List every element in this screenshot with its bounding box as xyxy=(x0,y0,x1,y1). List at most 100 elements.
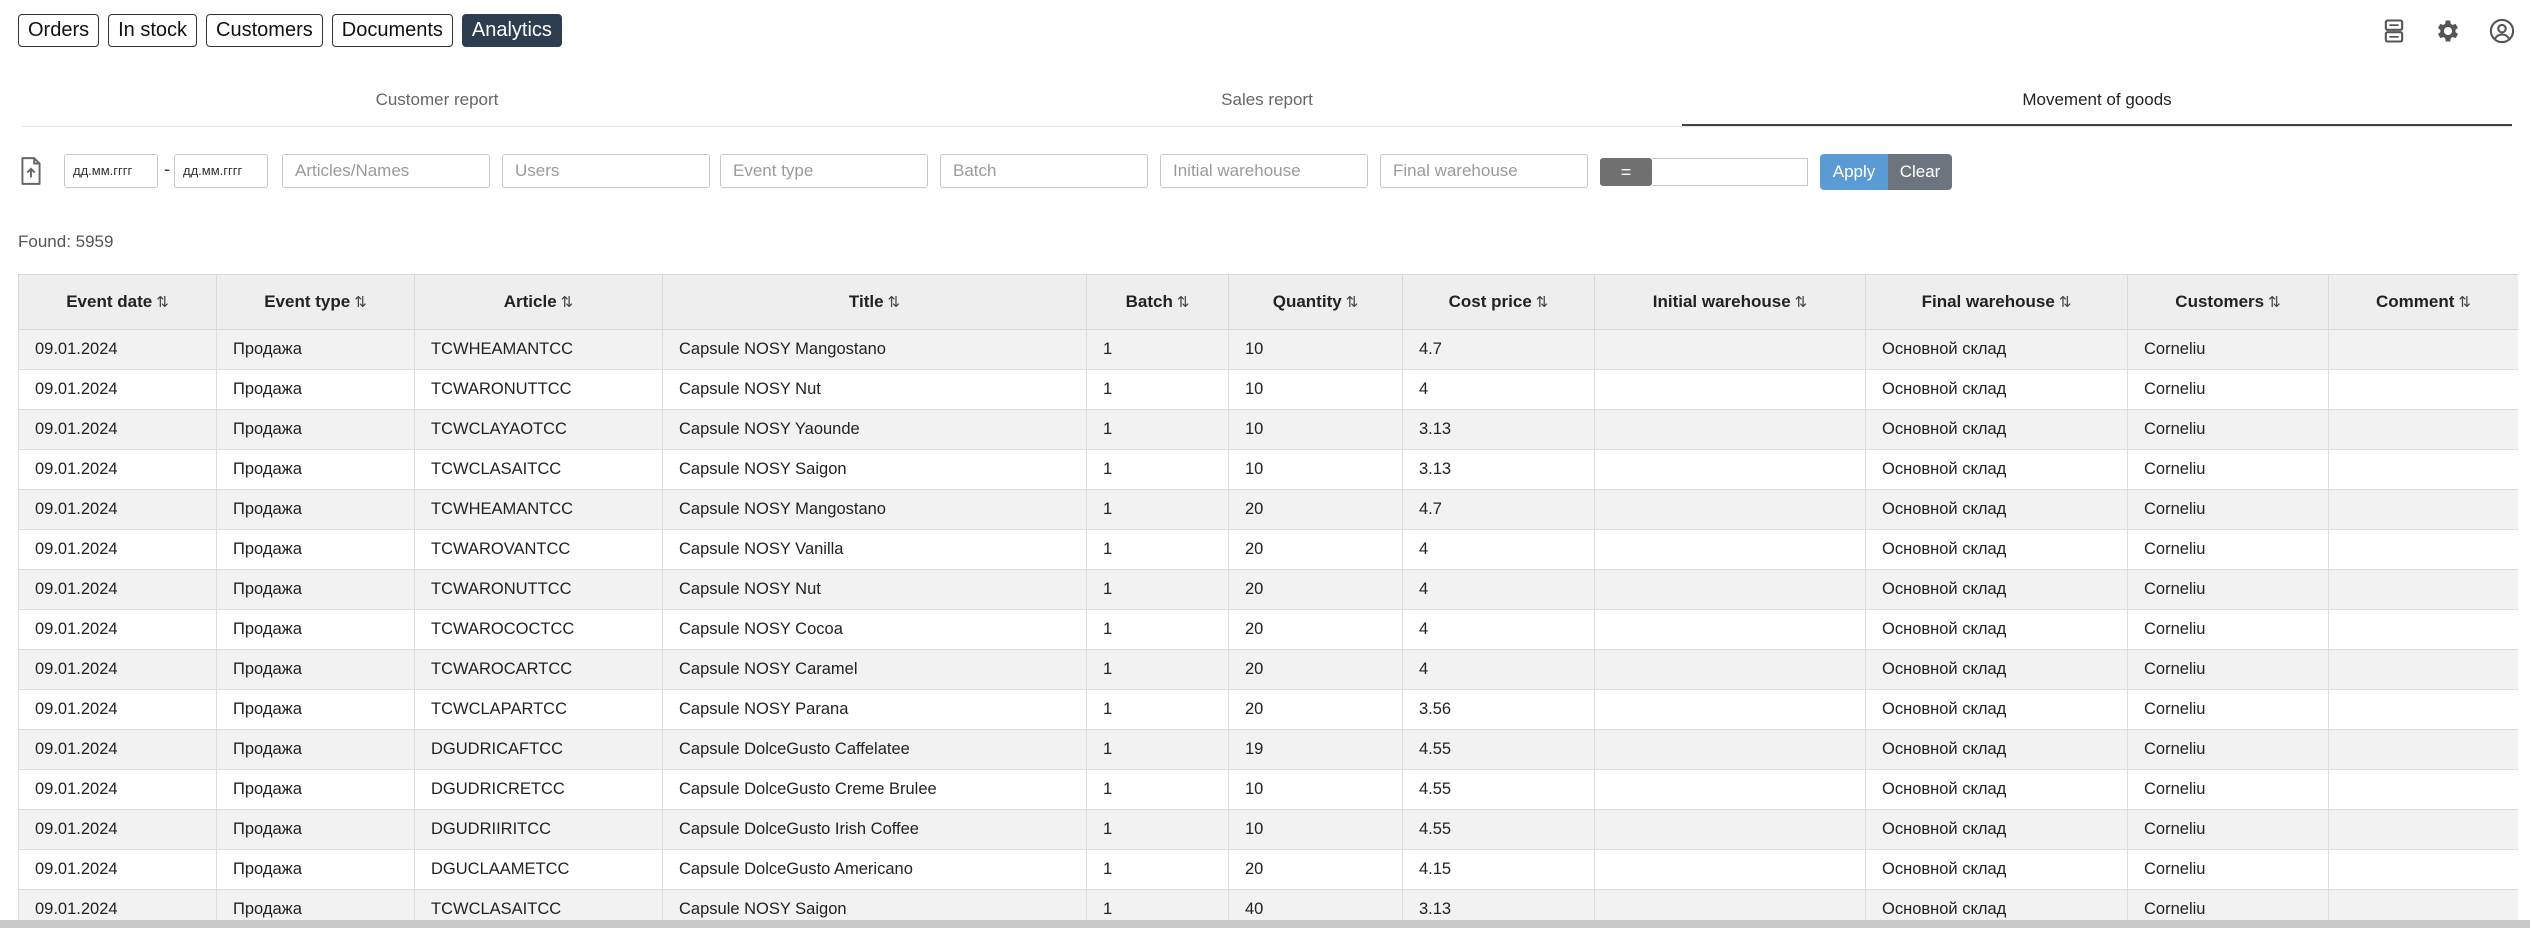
column-header-label: Article xyxy=(503,292,557,311)
table-row[interactable]: 09.01.2024 Продажа TCWCLASAITCC Capsule NOS… xyxy=(18,889,2518,924)
table-cell: 09.01.2024 xyxy=(18,569,217,610)
table-row[interactable]: 09.01.2024 Продажа DGUDRIIRITCC Capsule Dol… xyxy=(18,809,2518,850)
sort-icon[interactable]: ⇅ xyxy=(887,294,901,311)
horizontal-scrollbar[interactable] xyxy=(0,920,2530,928)
clear-button[interactable]: Clear xyxy=(1888,154,1952,190)
date-to-input[interactable]: дд.мм.гггг xyxy=(174,154,268,188)
table-row[interactable]: 09.01.2024 Продажа TCWHEAMANTCC Capsule NOS… xyxy=(18,489,2518,530)
sort-icon[interactable]: ⇅ xyxy=(1345,294,1359,311)
table-cell: 10 xyxy=(1228,369,1403,410)
table-cell: 09.01.2024 xyxy=(18,529,217,570)
table-cell xyxy=(1594,569,1866,610)
initial-warehouse-input[interactable] xyxy=(1160,154,1368,188)
table-cell: 20 xyxy=(1228,489,1403,530)
tab-movement-of-goods[interactable]: Movement of goods xyxy=(1682,84,2512,126)
table-cell: Основной склад xyxy=(1865,489,2128,530)
table-cell: 1 xyxy=(1086,489,1229,530)
sort-icon[interactable]: ⇅ xyxy=(2058,294,2072,311)
apply-button[interactable]: Apply xyxy=(1820,154,1888,190)
final-warehouse-input[interactable] xyxy=(1380,154,1588,188)
file-export-icon[interactable] xyxy=(18,156,44,186)
table-row[interactable]: 09.01.2024 Продажа TCWCLASAITCC Capsule NOS… xyxy=(18,449,2518,490)
column-header[interactable]: Initial warehouse ⇅ xyxy=(1594,274,1866,330)
server-icon[interactable] xyxy=(2380,17,2408,45)
nav-documents-button[interactable]: Documents xyxy=(331,14,453,47)
table-cell xyxy=(1594,769,1866,810)
nav-orders-button[interactable]: Orders xyxy=(18,14,100,47)
table-row[interactable]: 09.01.2024 Продажа DGUDRICRETCC Capsule Dol… xyxy=(18,769,2518,810)
table-cell: Основной склад xyxy=(1865,729,2128,770)
table-cell xyxy=(2328,849,2518,890)
table-cell: Основной склад xyxy=(1865,809,2128,850)
sort-icon[interactable]: ⇅ xyxy=(156,294,169,311)
nav-in-stock-button[interactable]: In stock xyxy=(108,14,198,47)
sort-icon[interactable]: ⇅ xyxy=(354,294,367,311)
gear-icon[interactable] xyxy=(2434,17,2462,45)
table-cell: Corneliu xyxy=(2127,409,2329,450)
table-cell: TCWCLASAITCC xyxy=(414,449,663,490)
column-header[interactable]: Final warehouse ⇅ xyxy=(1865,274,2128,330)
table-cell: 1 xyxy=(1086,329,1229,370)
table-cell: 09.01.2024 xyxy=(18,809,217,850)
table-cell: Продажа xyxy=(216,689,415,730)
found-count: Found: 5959 xyxy=(18,232,114,251)
table-row[interactable]: 09.01.2024 Продажа TCWAROCARTCC Capsule NOS… xyxy=(18,649,2518,690)
sort-icon[interactable]: ⇅ xyxy=(560,294,574,311)
table-cell: Продажа xyxy=(216,529,415,570)
nav-customers-button[interactable]: Customers xyxy=(206,14,323,47)
table-cell: Продажа xyxy=(216,369,415,410)
table-row[interactable]: 09.01.2024 Продажа TCWAROCOCTCC Capsule NOS… xyxy=(18,609,2518,650)
column-header[interactable]: Customers ⇅ xyxy=(2127,274,2329,330)
user-circle-icon[interactable] xyxy=(2488,17,2516,45)
table-cell: Продажа xyxy=(216,809,415,850)
table-row[interactable]: 09.01.2024 Продажа TCWHEAMANTCC Capsule NOS… xyxy=(18,329,2518,370)
table-row[interactable]: 09.01.2024 Продажа TCWAROVANTCC Capsule NOS… xyxy=(18,529,2518,570)
top-nav: Orders In stock Customers Documents Anal… xyxy=(18,14,562,47)
table-cell: Основной склад xyxy=(1865,609,2128,650)
table-cell xyxy=(1594,529,1866,570)
nav-analytics-button[interactable]: Analytics xyxy=(461,14,562,47)
table-cell: 09.01.2024 xyxy=(18,489,217,530)
column-header-label: Comment xyxy=(2376,292,2455,311)
table-cell: 1 xyxy=(1086,889,1229,924)
column-header[interactable]: Quantity ⇅ xyxy=(1228,274,1403,330)
table-row[interactable]: 09.01.2024 Продажа TCWARONUTTCC Capsule NOS… xyxy=(18,569,2518,610)
batch-input[interactable] xyxy=(940,154,1148,188)
table-cell: 3.13 xyxy=(1402,449,1595,490)
table-row[interactable]: 09.01.2024 Продажа TCWCLAYAOTCC Capsule NOS… xyxy=(18,409,2518,450)
table-row[interactable]: 09.01.2024 Продажа DGUDRICAFTCC Capsule Dol… xyxy=(18,729,2518,770)
table-cell xyxy=(1594,689,1866,730)
sort-icon[interactable]: ⇅ xyxy=(1176,294,1190,311)
table-row[interactable]: 09.01.2024 Продажа TCWCLAPARTCC Capsule NOS… xyxy=(18,689,2518,730)
table-cell: Capsule DolceGusto Creme Brulee xyxy=(662,769,1087,810)
column-header[interactable]: Batch ⇅ xyxy=(1086,274,1229,330)
tab-sales-report[interactable]: Sales report xyxy=(1221,90,1313,109)
sort-icon[interactable]: ⇅ xyxy=(1794,294,1808,311)
table-row[interactable]: 09.01.2024 Продажа DGUCLAAMETCC Capsule Dol… xyxy=(18,849,2518,890)
table-cell: Capsule NOSY Yaounde xyxy=(662,409,1087,450)
movement-table: Event date ⇅ Event type ⇅ Article ⇅ Title ⇅ Batc… xyxy=(18,274,2518,924)
date-from-input[interactable]: дд.мм.гггг xyxy=(64,154,158,188)
table-cell: 4 xyxy=(1402,529,1595,570)
table-row[interactable]: 09.01.2024 Продажа TCWARONUTTCC Capsule NOS… xyxy=(18,369,2518,410)
sort-icon[interactable]: ⇅ xyxy=(2268,294,2281,311)
table-cell xyxy=(1594,609,1866,650)
column-header[interactable]: Title ⇅ xyxy=(662,274,1087,330)
articles-input[interactable] xyxy=(282,154,490,188)
column-header[interactable]: Event date ⇅ xyxy=(18,274,217,330)
tab-customer-report[interactable]: Customer report xyxy=(375,90,499,109)
table-cell: 1 xyxy=(1086,849,1229,890)
table-cell xyxy=(1594,729,1866,770)
users-input[interactable] xyxy=(502,154,710,188)
column-header[interactable]: Comment ⇅ xyxy=(2328,274,2518,330)
column-header[interactable]: Cost price ⇅ xyxy=(1402,274,1595,330)
operator-select[interactable]: = xyxy=(1600,158,1652,186)
table-cell: 1 xyxy=(1086,569,1229,610)
event-type-input[interactable] xyxy=(720,154,928,188)
sort-icon[interactable]: ⇅ xyxy=(2458,294,2471,311)
quantity-value-input[interactable] xyxy=(1652,158,1808,186)
sort-icon[interactable]: ⇅ xyxy=(1535,294,1549,311)
column-header[interactable]: Event type ⇅ xyxy=(216,274,415,330)
table-cell xyxy=(1594,409,1866,450)
column-header[interactable]: Article ⇅ xyxy=(414,274,663,330)
